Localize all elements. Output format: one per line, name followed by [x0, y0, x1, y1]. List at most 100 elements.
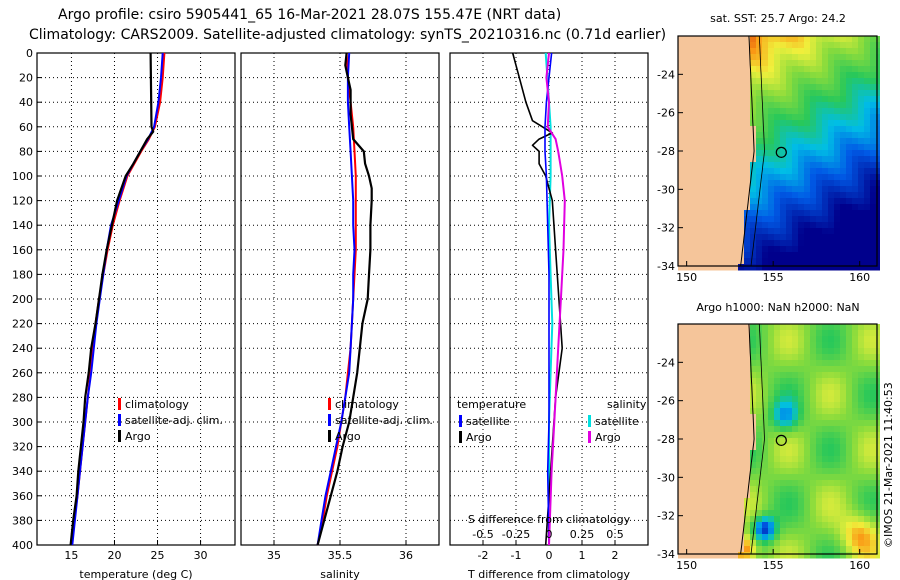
- map-cell: [786, 462, 793, 469]
- map-cell: [858, 102, 865, 109]
- map-cell: [684, 522, 691, 529]
- map-cell: [834, 246, 841, 253]
- map-cell: [708, 84, 715, 91]
- map-cell: [804, 360, 811, 367]
- map-cell: [822, 450, 829, 457]
- map-cell: [762, 204, 769, 211]
- map-cell: [828, 414, 835, 421]
- map-cell: [714, 438, 721, 445]
- map-cell: [774, 402, 781, 409]
- map-cell: [840, 252, 847, 259]
- series-argo-line: [69, 52, 155, 546]
- map-cell: [786, 42, 793, 49]
- map-cell: [870, 216, 877, 223]
- map-cell: [732, 552, 739, 559]
- map-cell: [684, 456, 691, 463]
- map-cell: [702, 342, 709, 349]
- map-cell: [792, 474, 799, 481]
- map-cell: [708, 534, 715, 541]
- map-cell: [834, 228, 841, 235]
- map-cell: [792, 432, 799, 439]
- map-cell: [840, 528, 847, 535]
- map-cell: [738, 360, 745, 367]
- map-cell: [738, 162, 745, 169]
- map-cell: [834, 162, 841, 169]
- map-cell: [846, 156, 853, 163]
- map-cell: [834, 114, 841, 121]
- map-cell: [738, 204, 745, 211]
- map-cell: [828, 498, 835, 505]
- y-tick-label: 0: [26, 47, 33, 60]
- map-cell: [864, 450, 871, 457]
- map-cell: [810, 492, 817, 499]
- map-cell: [696, 444, 703, 451]
- map-cell: [798, 378, 805, 385]
- map-cell: [822, 498, 829, 505]
- map-cell: [846, 450, 853, 457]
- map-cell: [864, 210, 871, 217]
- map-cell: [690, 450, 697, 457]
- map-cell: [792, 480, 799, 487]
- map-cell: [840, 414, 847, 421]
- map-cell: [828, 492, 835, 499]
- map-cell: [768, 234, 775, 241]
- map-cell: [738, 96, 745, 103]
- map-cell: [702, 234, 709, 241]
- map-cell: [870, 390, 877, 397]
- map-cell: [864, 426, 871, 433]
- map-cell: [762, 462, 769, 469]
- map-cell: [702, 330, 709, 337]
- map-cell: [846, 132, 853, 139]
- map-cell: [720, 414, 727, 421]
- map-cell: [792, 444, 799, 451]
- map-cell: [870, 186, 877, 193]
- map-cell: [744, 408, 751, 415]
- map-cell: [816, 108, 823, 115]
- map-cell: [732, 48, 739, 55]
- map-cell: [810, 42, 817, 49]
- map-cell: [858, 192, 865, 199]
- map-cell: [792, 234, 799, 241]
- map-cell: [822, 222, 829, 229]
- map-cell: [840, 120, 847, 127]
- map-cell: [876, 36, 880, 43]
- map-cell: [756, 354, 763, 361]
- map-cell: [774, 474, 781, 481]
- map-cell: [840, 258, 847, 265]
- map-cell: [684, 348, 691, 355]
- map-cell: [798, 90, 805, 97]
- map-coastline: [740, 35, 755, 267]
- map-cell: [792, 102, 799, 109]
- map-cell: [696, 474, 703, 481]
- map-cell: [744, 72, 751, 79]
- legend-swatch-t-satellite: [459, 415, 462, 427]
- map-cell: [828, 174, 835, 181]
- map-cell: [738, 228, 745, 235]
- map-cell: [792, 114, 799, 121]
- map-cell: [690, 90, 697, 97]
- map-cell: [864, 126, 871, 133]
- map-cell: [840, 396, 847, 403]
- map-cell: [726, 222, 733, 229]
- y-tick-label: 380: [12, 514, 33, 527]
- map-cell: [870, 438, 877, 445]
- map-cell: [846, 462, 853, 469]
- map-cell: [786, 48, 793, 55]
- map-cell: [696, 210, 703, 217]
- map-cell: [714, 498, 721, 505]
- map-cell: [822, 456, 829, 463]
- map-cell: [726, 120, 733, 127]
- map-cell: [876, 396, 880, 403]
- map-cell: [780, 126, 787, 133]
- map-cell: [846, 456, 853, 463]
- map-cell: [714, 426, 721, 433]
- map-cell: [792, 216, 799, 223]
- map-cell: [762, 108, 769, 115]
- map-cell: [708, 234, 715, 241]
- map-cell: [726, 144, 733, 151]
- map-cell: [750, 54, 757, 61]
- map-cell: [690, 96, 697, 103]
- map-cell: [846, 150, 853, 157]
- map-cell: [828, 366, 835, 373]
- map-cell: [768, 486, 775, 493]
